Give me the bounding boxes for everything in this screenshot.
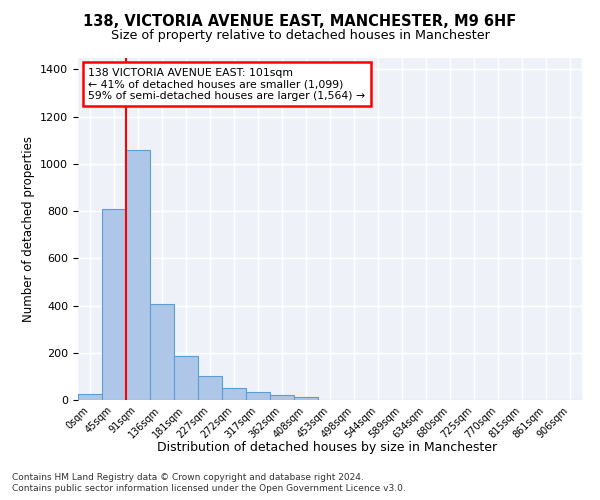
Bar bbox=[246, 392, 270, 400]
Bar bbox=[78, 394, 102, 400]
Bar bbox=[294, 396, 318, 400]
Text: 138 VICTORIA AVENUE EAST: 101sqm
← 41% of detached houses are smaller (1,099)
59: 138 VICTORIA AVENUE EAST: 101sqm ← 41% o… bbox=[88, 68, 365, 101]
Bar bbox=[150, 304, 174, 400]
Bar bbox=[102, 209, 126, 400]
Text: 138, VICTORIA AVENUE EAST, MANCHESTER, M9 6HF: 138, VICTORIA AVENUE EAST, MANCHESTER, M… bbox=[83, 14, 517, 29]
Bar bbox=[222, 388, 246, 400]
Text: Contains public sector information licensed under the Open Government Licence v3: Contains public sector information licen… bbox=[12, 484, 406, 493]
Y-axis label: Number of detached properties: Number of detached properties bbox=[22, 136, 35, 322]
Bar bbox=[126, 150, 150, 400]
Bar bbox=[270, 396, 294, 400]
Text: Distribution of detached houses by size in Manchester: Distribution of detached houses by size … bbox=[157, 441, 497, 454]
Bar bbox=[174, 356, 198, 400]
Text: Size of property relative to detached houses in Manchester: Size of property relative to detached ho… bbox=[110, 29, 490, 42]
Bar bbox=[198, 376, 222, 400]
Text: Contains HM Land Registry data © Crown copyright and database right 2024.: Contains HM Land Registry data © Crown c… bbox=[12, 472, 364, 482]
